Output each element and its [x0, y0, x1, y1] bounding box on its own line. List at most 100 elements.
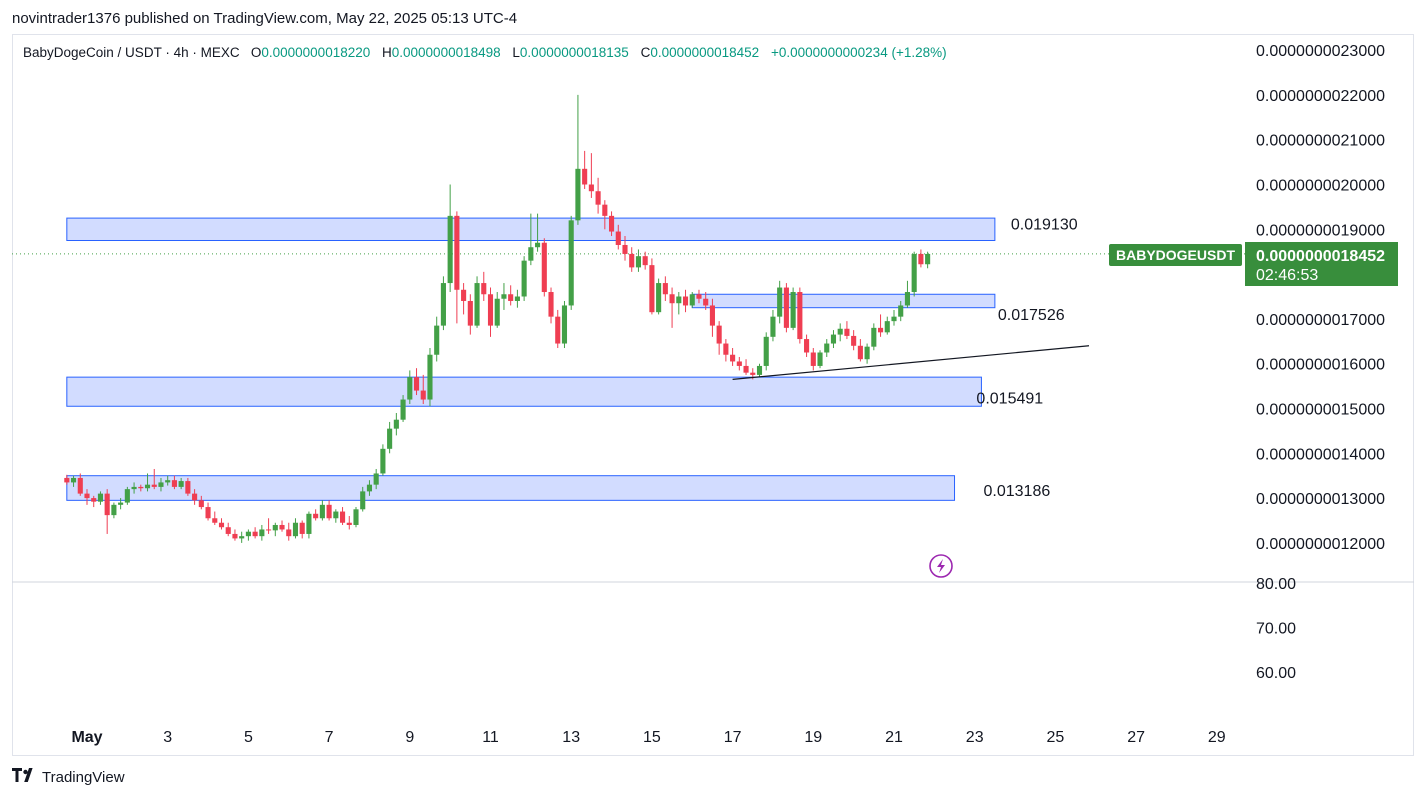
candle	[481, 271, 487, 301]
candle-body	[138, 486, 144, 489]
candle-body	[568, 220, 574, 306]
price-tick-label: 0.0000000016000	[1256, 357, 1385, 374]
candle	[521, 256, 527, 301]
price-tick-label: 0.0000000023000	[1256, 43, 1385, 60]
candle	[77, 473, 83, 496]
zone-rect	[66, 376, 982, 407]
candle	[642, 251, 648, 270]
candle-body	[319, 504, 325, 519]
candle	[124, 486, 130, 505]
candle	[205, 502, 211, 521]
price-tick-label: 0.0000000021000	[1256, 133, 1385, 150]
candle-body	[541, 242, 547, 293]
candle	[185, 477, 191, 496]
candle	[656, 278, 662, 315]
candle-body	[218, 522, 225, 528]
candle-body	[669, 294, 675, 304]
candle	[898, 300, 904, 322]
candle-body	[824, 343, 830, 353]
candle	[178, 477, 184, 490]
candle-body	[306, 513, 312, 534]
candle-body	[642, 256, 648, 266]
candle-body	[608, 215, 615, 232]
candle-body	[689, 294, 695, 306]
oscillator-tick-label: 80.00	[1256, 576, 1296, 593]
candle-body	[622, 244, 628, 254]
candle	[292, 518, 299, 539]
candle-body	[266, 529, 272, 531]
candle-body	[898, 305, 904, 317]
candle	[669, 287, 675, 328]
candle	[696, 289, 702, 304]
candle	[427, 348, 433, 407]
candle-body	[804, 339, 810, 353]
candle-body	[561, 305, 568, 344]
candle-body	[299, 522, 305, 534]
candle-body	[763, 336, 769, 366]
chart-frame[interactable]	[12, 34, 1414, 756]
candle-body	[467, 300, 473, 326]
candle-body	[615, 231, 621, 245]
candle	[447, 184, 453, 293]
candle	[70, 475, 77, 487]
candle-body	[393, 419, 399, 429]
candle	[561, 300, 568, 349]
candle-body	[656, 283, 662, 313]
candle-body	[528, 247, 534, 261]
candle-body	[158, 482, 164, 487]
time-tick-label: 11	[482, 729, 499, 746]
low-label: L	[512, 45, 520, 60]
candle	[84, 489, 90, 505]
candle-body	[844, 328, 850, 336]
candle	[118, 498, 124, 510]
candle	[770, 309, 776, 342]
candle	[703, 292, 709, 310]
candle	[582, 150, 588, 189]
candle	[380, 444, 386, 476]
candle-body	[111, 504, 117, 516]
candle-body	[535, 242, 541, 248]
open-label: O	[250, 45, 262, 60]
candle-body	[871, 327, 877, 347]
candle	[131, 482, 137, 494]
candle	[353, 507, 359, 528]
candle-body	[70, 477, 77, 483]
candle	[232, 529, 238, 541]
candle-body	[851, 335, 857, 346]
candle	[360, 486, 366, 512]
candle	[864, 343, 870, 364]
price-tick-label: 0.0000000020000	[1256, 178, 1385, 195]
candle-body	[810, 352, 816, 366]
candle	[528, 213, 534, 266]
time-tick-label: May	[71, 729, 102, 746]
candle-body	[830, 334, 837, 344]
candle-body	[501, 294, 507, 299]
candle	[575, 94, 581, 225]
candle	[218, 518, 225, 530]
candle-body	[454, 215, 460, 290]
candle-body	[904, 292, 911, 306]
candle	[104, 489, 110, 534]
candle-body	[360, 491, 366, 510]
candle	[91, 495, 97, 508]
candle	[434, 316, 440, 362]
candle-body	[239, 536, 245, 539]
candle	[756, 363, 763, 378]
candle	[339, 507, 346, 525]
candle-body	[696, 294, 702, 299]
candle	[440, 276, 446, 331]
candle-body	[877, 327, 884, 333]
tradingview-logo[interactable]: TradingView	[12, 768, 125, 786]
candle	[279, 520, 285, 532]
candle-body	[185, 481, 191, 494]
candle-body	[427, 354, 433, 400]
candle-body	[124, 489, 130, 503]
candle	[97, 491, 104, 505]
candle	[555, 309, 561, 349]
close-value: 0.0000000018452	[650, 45, 760, 60]
candle	[615, 224, 621, 250]
candle-body	[817, 352, 823, 366]
symbol-line[interactable]: BabyDogeCoin / USDT · 4h · MEXC	[23, 45, 240, 60]
candle	[400, 395, 406, 422]
